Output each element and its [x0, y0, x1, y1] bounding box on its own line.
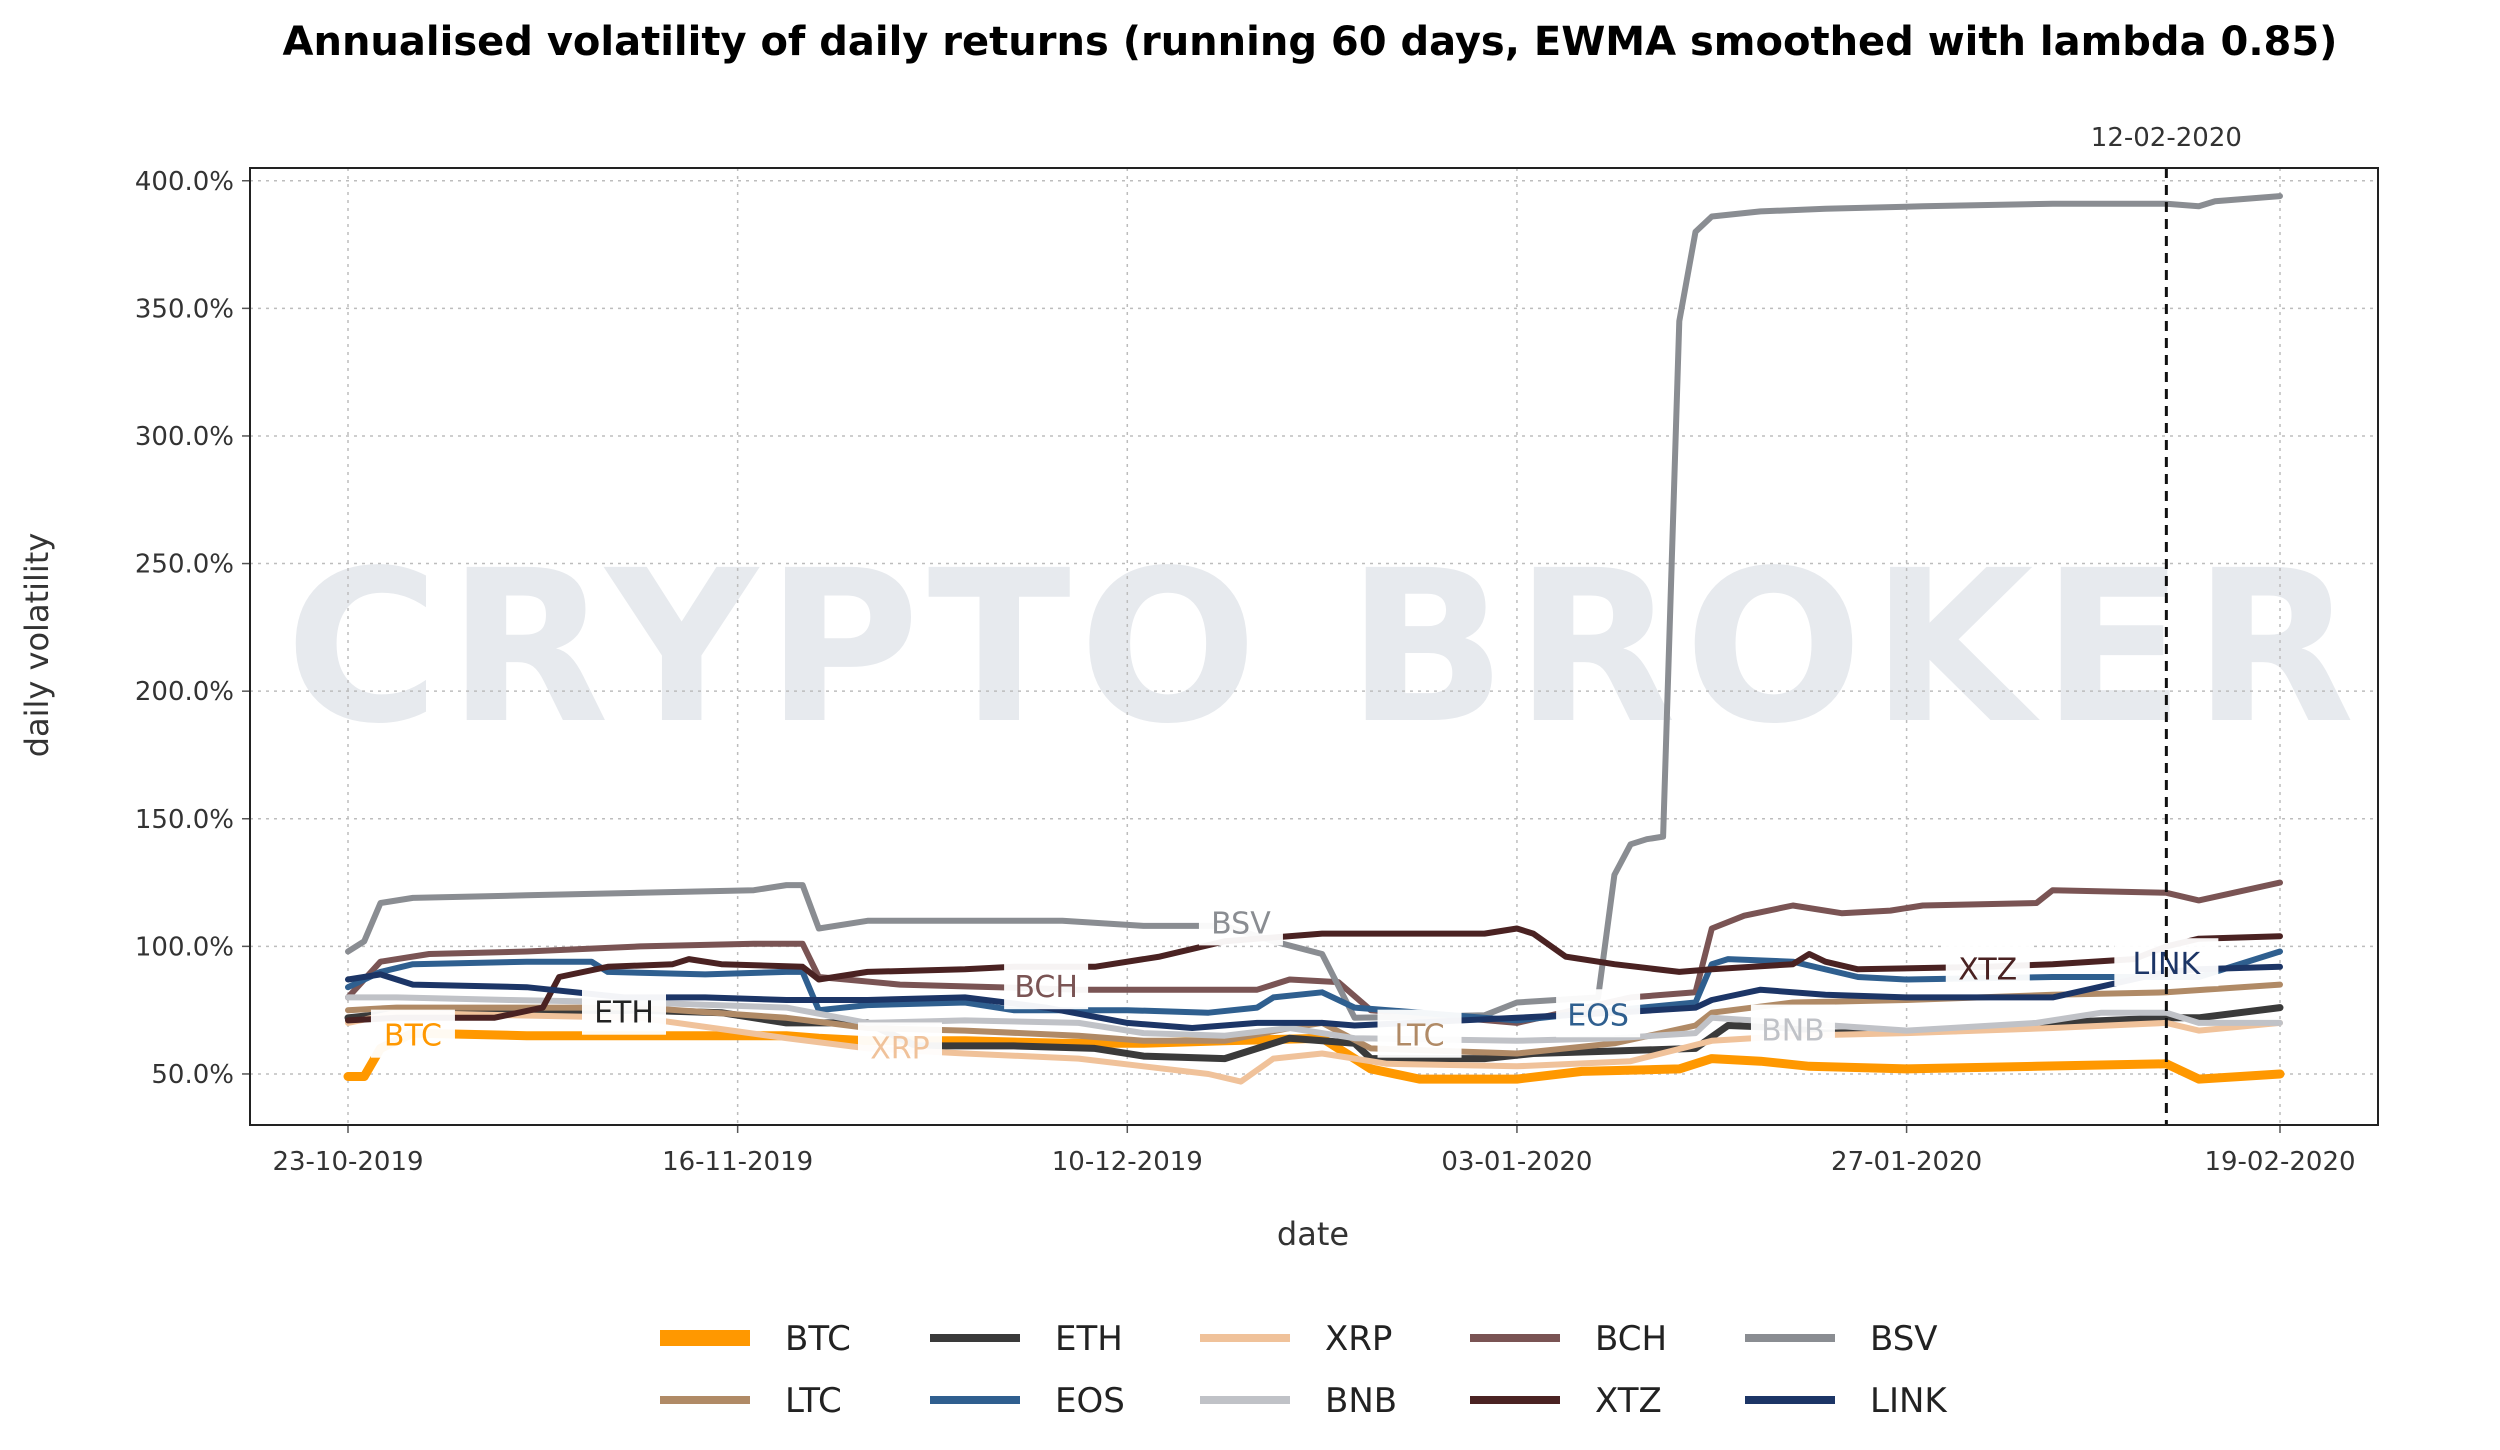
series-label-box-bsv	[1198, 897, 1283, 946]
chart-title: Annualised volatility of daily returns (…	[283, 19, 2338, 65]
x-axis-label: date	[1277, 1215, 1349, 1253]
series-label-ltc: LTC	[1394, 1019, 1444, 1054]
series-label-eos: EOS	[1567, 998, 1629, 1033]
plot-frame	[249, 167, 2379, 1126]
legend-label-bch: BCH	[1595, 1319, 1667, 1359]
legend-label-link: LINK	[1870, 1381, 1948, 1421]
reference-vline-label: 12-02-2020	[2091, 123, 2242, 153]
series-line-bnb	[345, 994, 2283, 1044]
legend-label-bsv: BSV	[1870, 1319, 1938, 1359]
x-tick-label: 16-11-2019	[662, 1147, 813, 1177]
series-label-box-xrp	[858, 1022, 942, 1071]
y-tick-label: 350.0%	[135, 294, 234, 324]
legend-label-eos: EOS	[1055, 1381, 1125, 1421]
y-tick-label: 300.0%	[135, 422, 234, 452]
y-tick-label: 150.0%	[135, 805, 234, 835]
series-label-xtz: XTZ	[1958, 952, 2017, 987]
series-label-box-xtz	[1945, 943, 2030, 992]
x-tick-label: 10-12-2019	[1052, 1147, 1203, 1177]
legend-label-bnb: BNB	[1325, 1381, 1397, 1421]
y-tick-label: 400.0%	[135, 167, 234, 197]
legend-label-btc: BTC	[785, 1319, 851, 1359]
series-label-box-eos	[1556, 989, 1641, 1038]
series-label-box-link	[2114, 938, 2219, 987]
x-tick-label: 03-01-2020	[1441, 1147, 1592, 1177]
series-line-xtz	[345, 925, 2283, 1024]
legend-label-ltc: LTC	[785, 1381, 842, 1421]
series-label-box-btc	[370, 1009, 455, 1058]
series-label-eth: ETH	[594, 996, 654, 1031]
series-label-box-bch	[1004, 961, 1089, 1010]
y-tick-label: 50.0%	[151, 1060, 234, 1090]
legend-label-xtz: XTZ	[1595, 1381, 1662, 1421]
x-tick-label: 23-10-2019	[272, 1147, 423, 1177]
legend: BTC ETH XRP BCH BSV LTC EOS BNB XTZ LINK	[660, 1319, 1948, 1421]
y-tick-label: 100.0%	[135, 932, 234, 962]
x-tick-label: 19-02-2020	[2204, 1147, 2355, 1177]
watermark-text: CRYPTO BROKER	[285, 525, 2362, 770]
legend-label-xrp: XRP	[1325, 1319, 1392, 1359]
series-line-btc	[343, 1028, 2285, 1084]
series-line-eos	[345, 948, 2283, 1024]
y-axis-label: daily volatility	[18, 533, 56, 758]
series-label-btc: BTC	[384, 1019, 442, 1054]
series-label-xrp: XRP	[870, 1031, 930, 1066]
series-label-bnb: BNB	[1761, 1014, 1825, 1049]
series-line-xrp	[345, 1009, 2283, 1085]
series-label-box-ltc	[1377, 1009, 1462, 1058]
series-label-bsv: BSV	[1211, 906, 1271, 941]
series-label-box-eth	[582, 986, 666, 1035]
plot-area: CRYPTO BROKER 23-10-2019 16-11-2019 10-12-2…	[135, 123, 2379, 1177]
y-tick-label: 200.0%	[135, 677, 234, 707]
x-tick-label: 27-01-2020	[1831, 1147, 1982, 1177]
series-line-bch	[345, 879, 2283, 1026]
series-label-bch: BCH	[1014, 970, 1078, 1005]
series-label-box-bnb	[1750, 1004, 1835, 1053]
y-tick-label: 250.0%	[135, 550, 234, 580]
legend-label-eth: ETH	[1055, 1319, 1123, 1359]
